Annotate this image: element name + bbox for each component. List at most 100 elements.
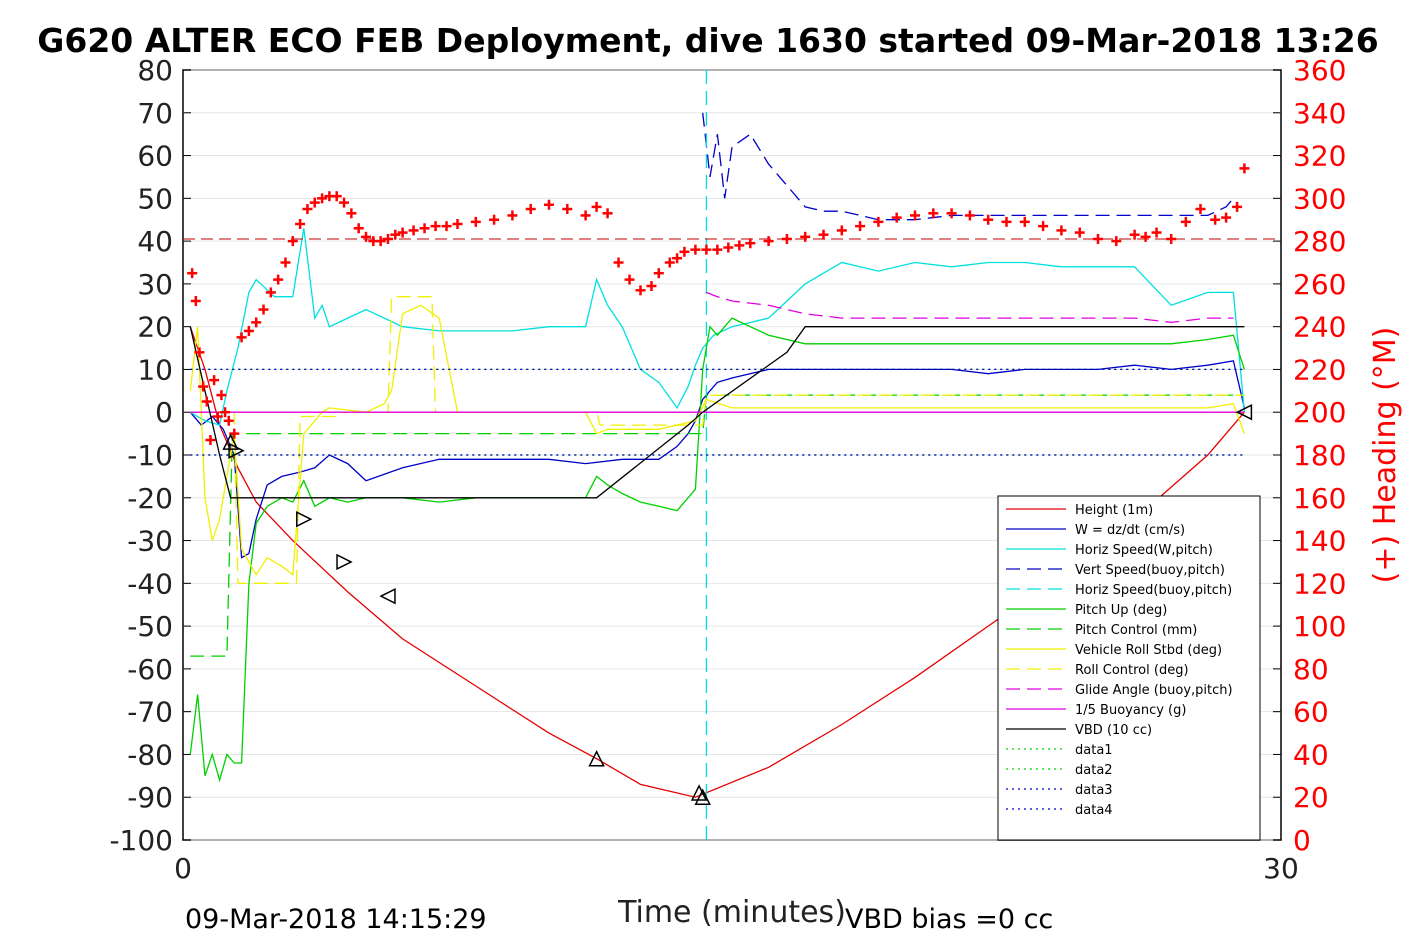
heading-point — [723, 242, 734, 253]
legend-label: Roll Control (deg) — [1075, 663, 1189, 678]
triangle-marker — [296, 510, 313, 528]
x-axis: 0 30 — [174, 852, 1299, 885]
y-tick-label: -100 — [109, 824, 173, 857]
heading-point — [928, 208, 939, 219]
heading-point — [419, 223, 430, 234]
series-line-3 — [189, 228, 1246, 426]
y-tick-label: 0 — [155, 396, 173, 429]
heading-point — [781, 233, 792, 244]
y-tick-label: 60 — [137, 140, 173, 173]
heading-point — [220, 407, 231, 418]
legend: Height (1m) W = dz/dt (cm/s) Horiz Speed(W… — [997, 495, 1261, 841]
heading-point — [734, 240, 745, 251]
heading-point — [209, 375, 220, 386]
y-tick-label: 10 — [137, 353, 173, 386]
heading-point — [1195, 204, 1206, 215]
heading-point — [763, 236, 774, 247]
legend-label: Vehicle Roll Stbd (deg) — [1075, 643, 1222, 658]
heading-point — [745, 238, 756, 249]
footer-timestamp: 09-Mar-2018 14:15:29 — [185, 904, 487, 935]
right-tick-label: 200 — [1293, 396, 1346, 429]
heading-point — [910, 210, 920, 221]
heading-point — [602, 208, 613, 219]
legend-label: data4 — [1075, 803, 1113, 818]
right-tick-label: 80 — [1293, 653, 1329, 686]
legend-label: Pitch Up (deg) — [1075, 603, 1167, 618]
triangle-marker — [336, 553, 353, 571]
heading-point — [194, 347, 205, 358]
heading-point — [229, 428, 240, 439]
heading-point — [408, 225, 419, 236]
heading-point — [891, 212, 902, 223]
heading-point — [331, 191, 342, 202]
heading-point — [361, 231, 371, 242]
heading-point — [1151, 227, 1162, 238]
heading-point — [507, 210, 518, 221]
heading-point — [613, 257, 624, 268]
heading-point — [690, 244, 701, 255]
triangle-marker — [1235, 404, 1253, 421]
y-tick-label: -90 — [127, 781, 173, 814]
heading-point — [1210, 214, 1221, 225]
heading-point — [672, 253, 683, 264]
heading-point — [236, 332, 247, 343]
legend-label: Horiz Speed(W,pitch) — [1075, 543, 1213, 558]
heading-point — [1056, 225, 1067, 236]
heading-point — [390, 229, 401, 240]
heading-point — [273, 274, 284, 285]
heading-point — [1111, 236, 1122, 247]
heading-point — [1180, 216, 1191, 227]
heading-point — [1074, 227, 1085, 238]
heading-point — [375, 236, 386, 247]
triangle-marker — [690, 784, 708, 801]
heading-point — [836, 225, 847, 236]
heading-point — [201, 396, 212, 407]
heading-point — [873, 216, 884, 227]
legend-label: data1 — [1075, 743, 1113, 758]
heading-point — [309, 197, 320, 208]
heading-point — [855, 221, 866, 232]
heading-point — [251, 317, 262, 328]
triangle-marker — [588, 750, 605, 767]
heading-point — [216, 390, 227, 401]
heading-point — [1239, 163, 1250, 174]
heading-point — [1166, 233, 1177, 244]
y-tick-label: 80 — [137, 54, 173, 87]
right-axis-label: (+) Heading (°M) — [1368, 327, 1403, 584]
triangle-marker — [222, 433, 239, 450]
heading-point — [441, 221, 452, 232]
heading-point — [280, 257, 291, 268]
heading-point — [591, 201, 602, 212]
heading-point — [452, 219, 463, 229]
heading-point — [258, 304, 269, 315]
y-tick-label: -30 — [127, 525, 173, 558]
heading-point — [1019, 216, 1030, 227]
heading-point — [470, 216, 481, 227]
right-tick-label: 300 — [1293, 182, 1346, 215]
y-tick-label: -70 — [127, 696, 173, 729]
y-tick-label: 40 — [137, 225, 173, 258]
heading-point — [1232, 201, 1243, 212]
heading-point — [983, 214, 994, 225]
triangle-marker — [379, 587, 396, 605]
heading-point — [295, 219, 306, 229]
heading-point — [800, 231, 811, 242]
series-line-9 — [190, 296, 1245, 584]
heading-point — [1129, 229, 1140, 240]
x-axis-label: Time (minutes) — [617, 895, 846, 930]
legend-label: VBD (10 cc) — [1075, 723, 1152, 738]
heading-point — [964, 210, 975, 221]
heading-point — [382, 233, 393, 244]
heading-point — [397, 227, 408, 238]
right-tick-label: 100 — [1293, 610, 1346, 643]
legend-label: data2 — [1075, 763, 1113, 778]
heading-point — [212, 411, 223, 422]
heading-point — [1038, 221, 1049, 232]
legend-label: Glide Angle (buoy,pitch) — [1075, 683, 1233, 698]
y-tick-label: -50 — [127, 610, 173, 643]
right-tick-label: 220 — [1293, 353, 1346, 386]
heading-point — [1140, 231, 1151, 242]
right-tick-label: 180 — [1293, 439, 1346, 472]
right-tick-label: 140 — [1293, 525, 1346, 558]
heading-point — [635, 285, 646, 296]
